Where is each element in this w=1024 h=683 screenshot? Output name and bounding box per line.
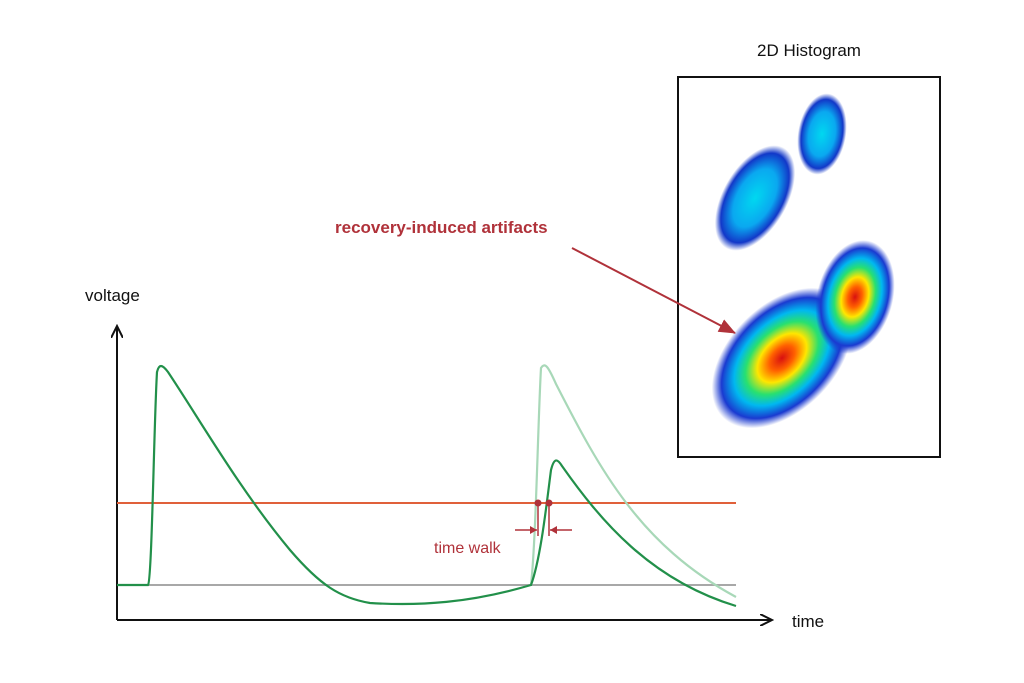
cluster-upper-right xyxy=(797,93,847,175)
histogram-plot-area xyxy=(711,93,895,429)
cluster-lower-right xyxy=(815,240,895,354)
histogram-title: 2D Histogram xyxy=(757,41,861,60)
x-axis-label: time xyxy=(792,612,824,631)
time-walk-label: time walk xyxy=(434,540,502,557)
signal-curve xyxy=(117,364,737,608)
reference-pulse-curve xyxy=(529,364,737,598)
cluster-upper-left xyxy=(714,145,796,251)
artifact-annotation-label: recovery-induced artifacts xyxy=(335,218,548,237)
y-axis-label: voltage xyxy=(85,286,140,305)
artifact-annotation-arrow xyxy=(571,247,736,334)
